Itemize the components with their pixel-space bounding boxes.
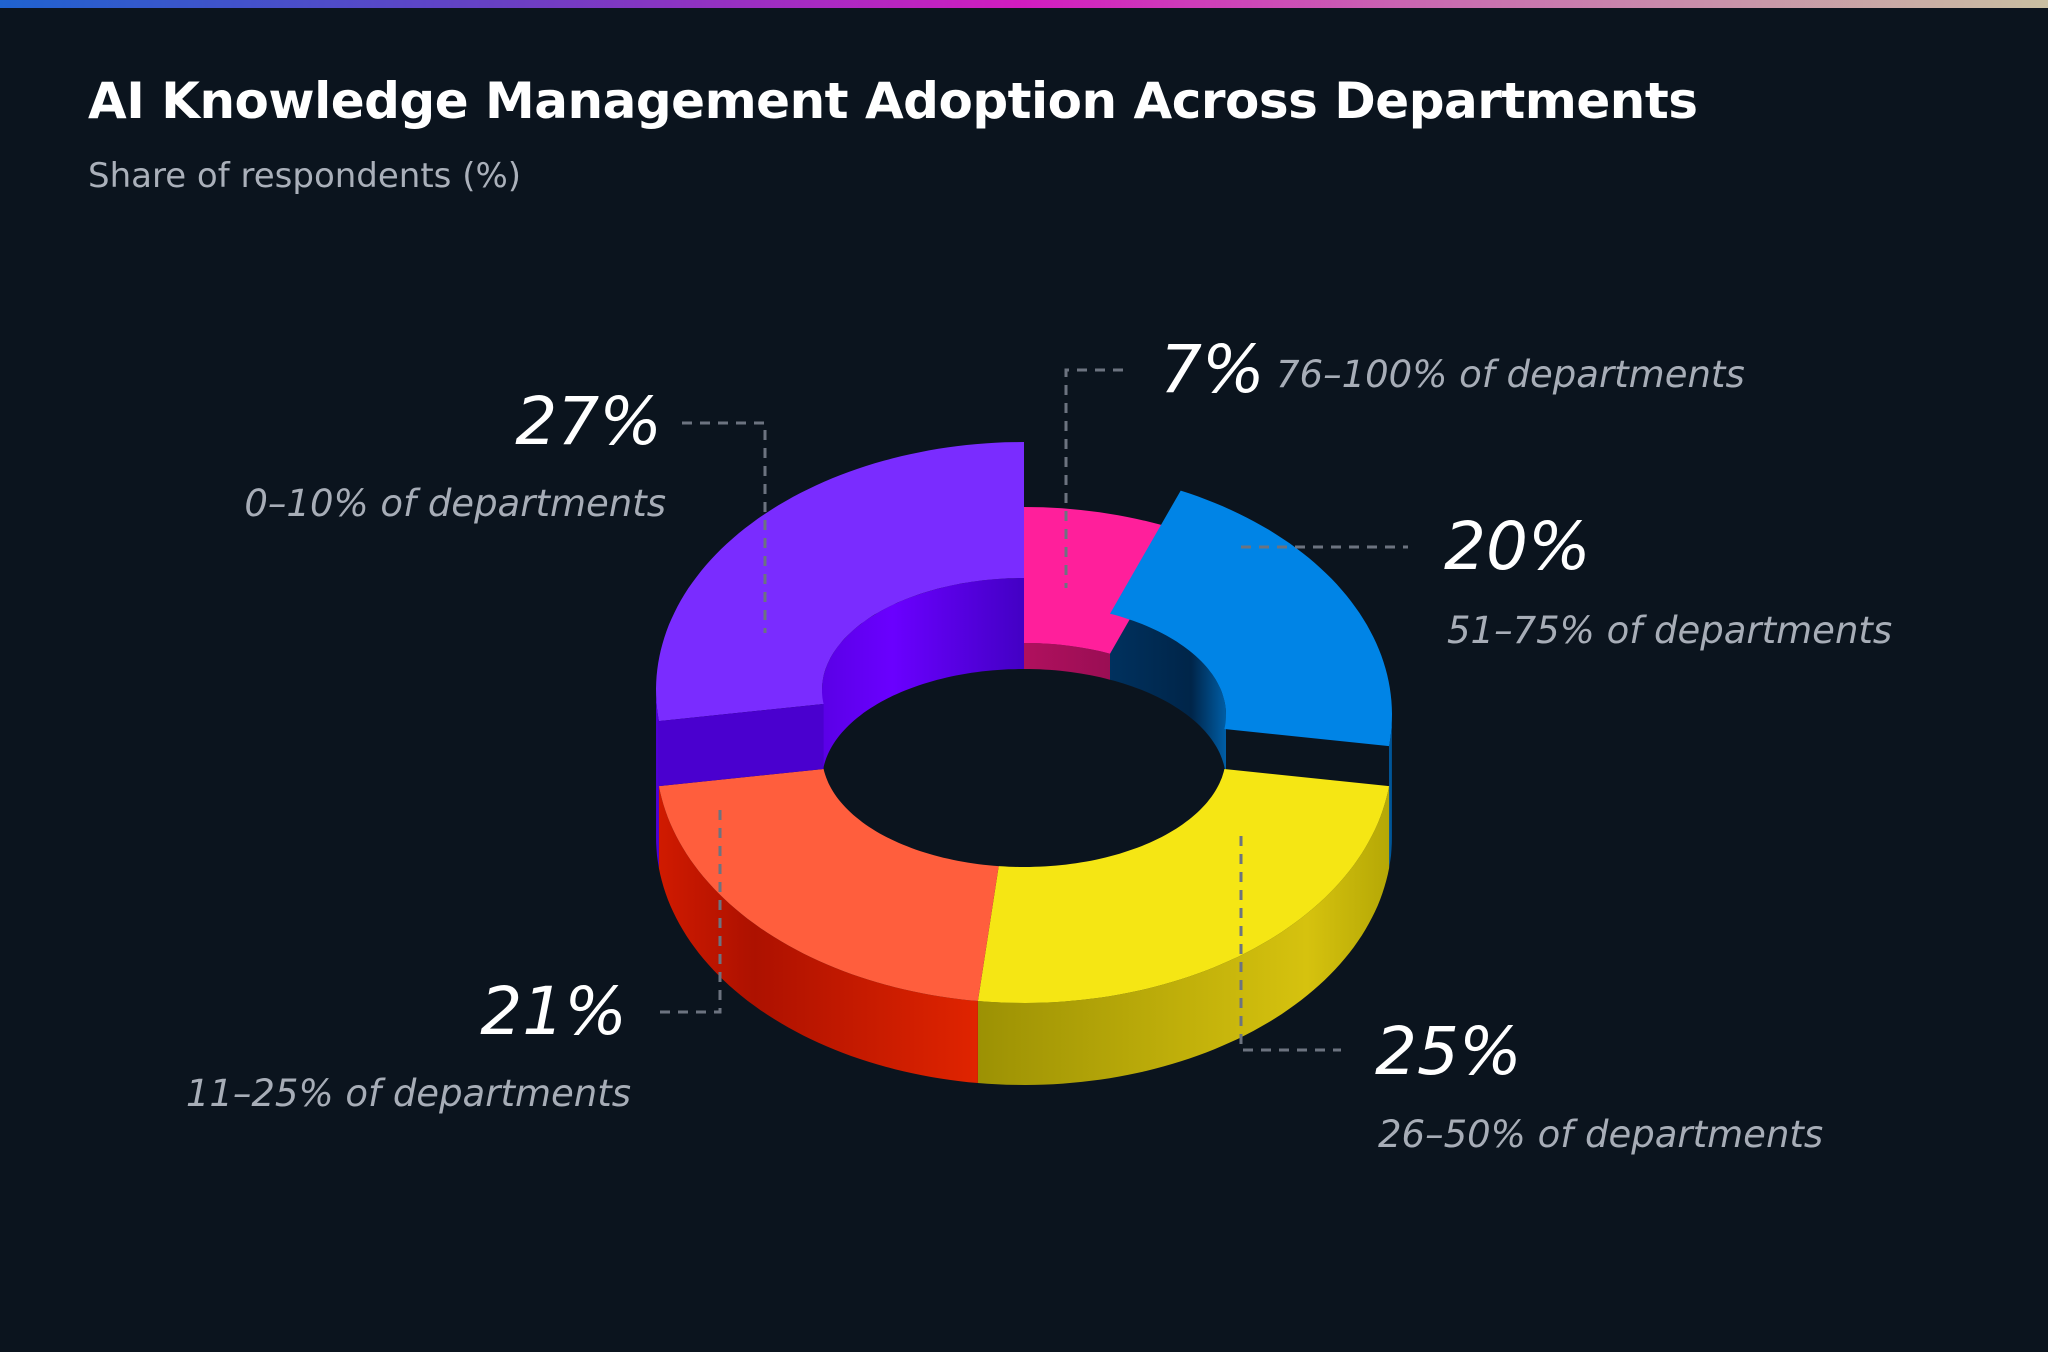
category-label-51-75: 51–75% of departments bbox=[1447, 609, 1892, 652]
category-label-76-100: 76–100% of departments bbox=[1276, 353, 1745, 396]
inner-wall-76-100 bbox=[1024, 643, 1110, 680]
slice-side-51-75 bbox=[1389, 715, 1392, 869]
category-label-0-10: 0–10% of departments bbox=[244, 482, 666, 525]
value-label-26-50: 25% bbox=[1375, 1013, 1522, 1090]
leader-line-76-100 bbox=[1064, 368, 1123, 588]
slice-top-51-75 bbox=[1110, 490, 1392, 747]
chart-subtitle: Share of respondents (%) bbox=[88, 156, 522, 196]
slice-top-26-50 bbox=[977, 769, 1390, 1003]
value-label-0-10: 27% bbox=[515, 383, 662, 460]
slice-side-0-10 bbox=[656, 690, 659, 869]
category-label-26-50: 26–50% of departments bbox=[1378, 1113, 1823, 1156]
slice-end-face-0-10 bbox=[658, 704, 824, 787]
category-label-11-25: 11–25% of departments bbox=[186, 1072, 631, 1115]
chart-title: AI Knowledge Management Adoption Across … bbox=[88, 72, 1698, 130]
value-label-76-100: 7% bbox=[1160, 331, 1265, 408]
value-label-11-25: 21% bbox=[480, 973, 627, 1050]
leader-lines bbox=[653, 368, 1408, 1052]
slice-top-11-25 bbox=[658, 769, 999, 1001]
slice-top-76-100 bbox=[1024, 507, 1181, 654]
leader-line-11-25 bbox=[653, 810, 722, 1014]
slice-side-26-50 bbox=[977, 786, 1390, 1085]
slice-top-0-10 bbox=[656, 442, 1024, 722]
inner-wall-51-75 bbox=[1110, 613, 1226, 781]
slice-side-11-25 bbox=[658, 786, 978, 1083]
leader-line-0-10 bbox=[682, 421, 767, 633]
inner-wall-0-10 bbox=[822, 578, 1024, 781]
donut-slices bbox=[656, 442, 1392, 1085]
value-label-51-75: 20% bbox=[1444, 508, 1591, 585]
top-gradient-bar bbox=[0, 0, 2048, 8]
